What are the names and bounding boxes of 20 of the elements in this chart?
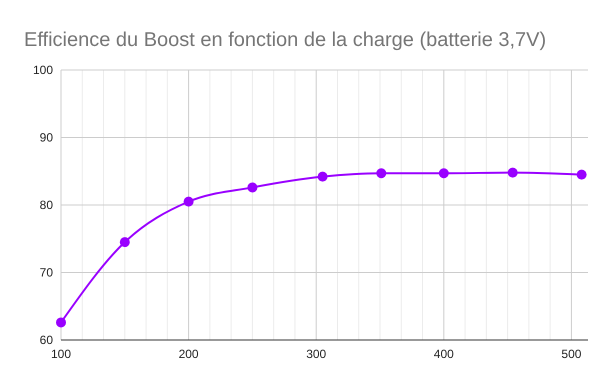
point [376,168,386,178]
chart-title: Efficience du Boost en fonction de la charge (batterie 3,7V) [24,29,546,51]
point [508,168,518,178]
y-tick-label: 70 [40,266,54,280]
y-tick-label: 80 [40,198,54,212]
point [247,182,258,192]
x-tick-label: 200 [178,347,199,361]
point [120,237,130,248]
x-tick-label: 300 [306,347,327,361]
y-tick-label: 60 [40,333,54,348]
x-tick-label: 100 [50,347,72,361]
point [576,170,587,180]
point [318,172,328,182]
point [184,196,194,207]
point [438,168,449,178]
x-tick-label: 400 [434,347,454,361]
y-tick-label: 100 [32,63,54,78]
x-tick-label: 500 [561,347,582,361]
y-tick-label: 90 [40,130,54,145]
point [56,317,66,328]
